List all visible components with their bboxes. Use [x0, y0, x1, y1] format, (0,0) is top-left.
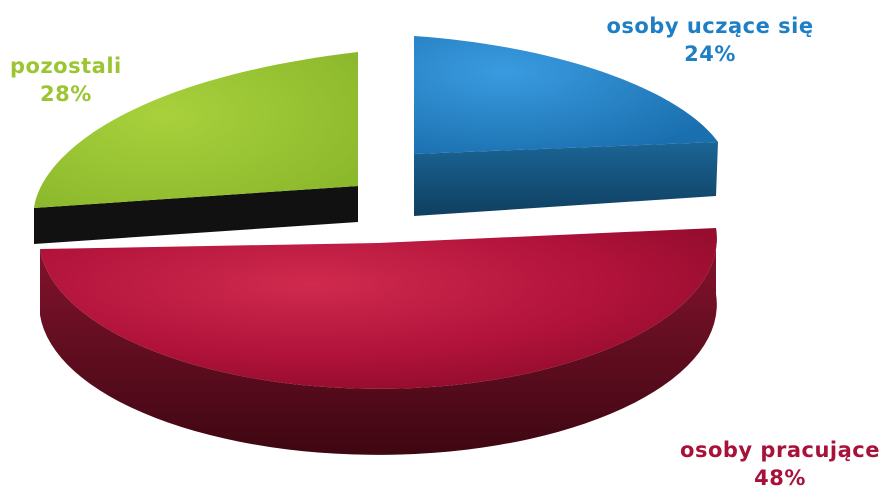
label-osoby-uczace-sie: osoby uczące się 24% — [560, 12, 860, 68]
slice-label-value: 28% — [40, 82, 92, 106]
slice-label-name: pozostali — [10, 54, 122, 78]
slice-pozostali — [34, 52, 358, 208]
slice-label-name: osoby pracujące — [680, 438, 880, 462]
slice-label-name: osoby uczące się — [606, 14, 814, 38]
slice-label-value: 24% — [684, 42, 736, 66]
slice-side-osoby-uczace-sie — [414, 142, 718, 216]
slice-side-pozostali — [34, 186, 358, 244]
slice-osoby-pracujace — [40, 228, 717, 389]
label-pozostali: pozostali 28% — [10, 52, 160, 108]
slice-side-osoby-pracujace — [40, 228, 717, 455]
slice-label-value: 48% — [754, 466, 806, 490]
label-osoby-pracujace: osoby pracujące 48% — [660, 436, 891, 492]
slice-osoby-uczace-sie — [414, 36, 718, 154]
